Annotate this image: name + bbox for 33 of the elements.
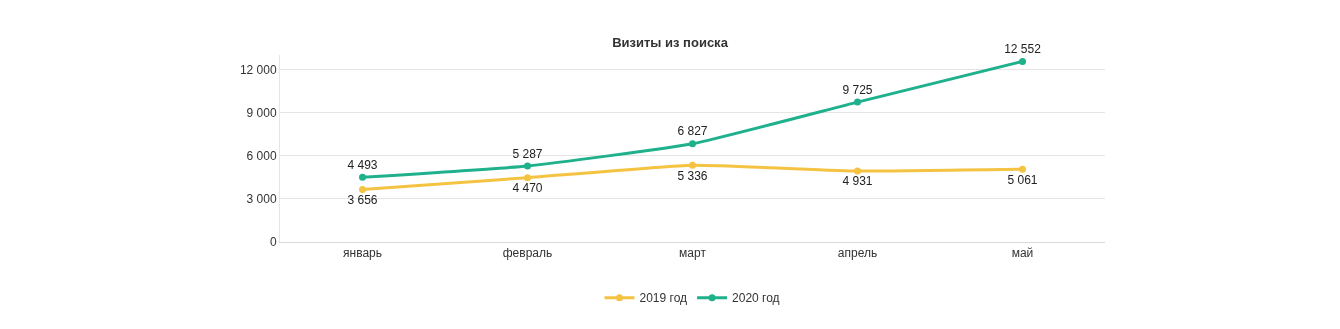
- data-label: 4 931: [842, 174, 873, 189]
- legend-label: 2019 год: [639, 291, 688, 306]
- point: [359, 173, 366, 181]
- data-label: 5 287: [512, 146, 543, 161]
- data-label: 4 493: [347, 157, 378, 172]
- x-tick-label: январь: [343, 246, 382, 261]
- point: [689, 161, 696, 169]
- data-label: 3 656: [347, 192, 378, 207]
- point: [359, 185, 366, 193]
- x-tick-label: апрель: [837, 246, 878, 261]
- x-tick-label: май: [1011, 246, 1034, 261]
- point: [1019, 165, 1026, 173]
- y-tick-label: 9 000: [246, 105, 277, 120]
- data-label: 5 336: [677, 168, 708, 183]
- point: [524, 174, 531, 182]
- x-tick-label: март: [679, 246, 707, 261]
- data-label: 4 470: [512, 181, 543, 196]
- data-label: 6 827: [677, 124, 708, 139]
- x-tick-label: февраль: [502, 246, 553, 261]
- point: [854, 98, 861, 106]
- data-label: 5 061: [1007, 172, 1038, 187]
- point: [1019, 57, 1026, 65]
- data-label: 9 725: [842, 82, 873, 97]
- y-tick-label: 12 000: [239, 62, 277, 77]
- point: [524, 162, 531, 170]
- y-tick-label: 3 000: [246, 192, 277, 207]
- y-tick-label: 6 000: [246, 148, 277, 163]
- chart-title: Визиты из поиска: [612, 35, 729, 51]
- y-tick-label: 0: [269, 235, 277, 250]
- point: [689, 140, 696, 148]
- data-label: 12 552: [1004, 42, 1042, 57]
- legend-label: 2020 год: [732, 291, 780, 306]
- point: [854, 167, 861, 175]
